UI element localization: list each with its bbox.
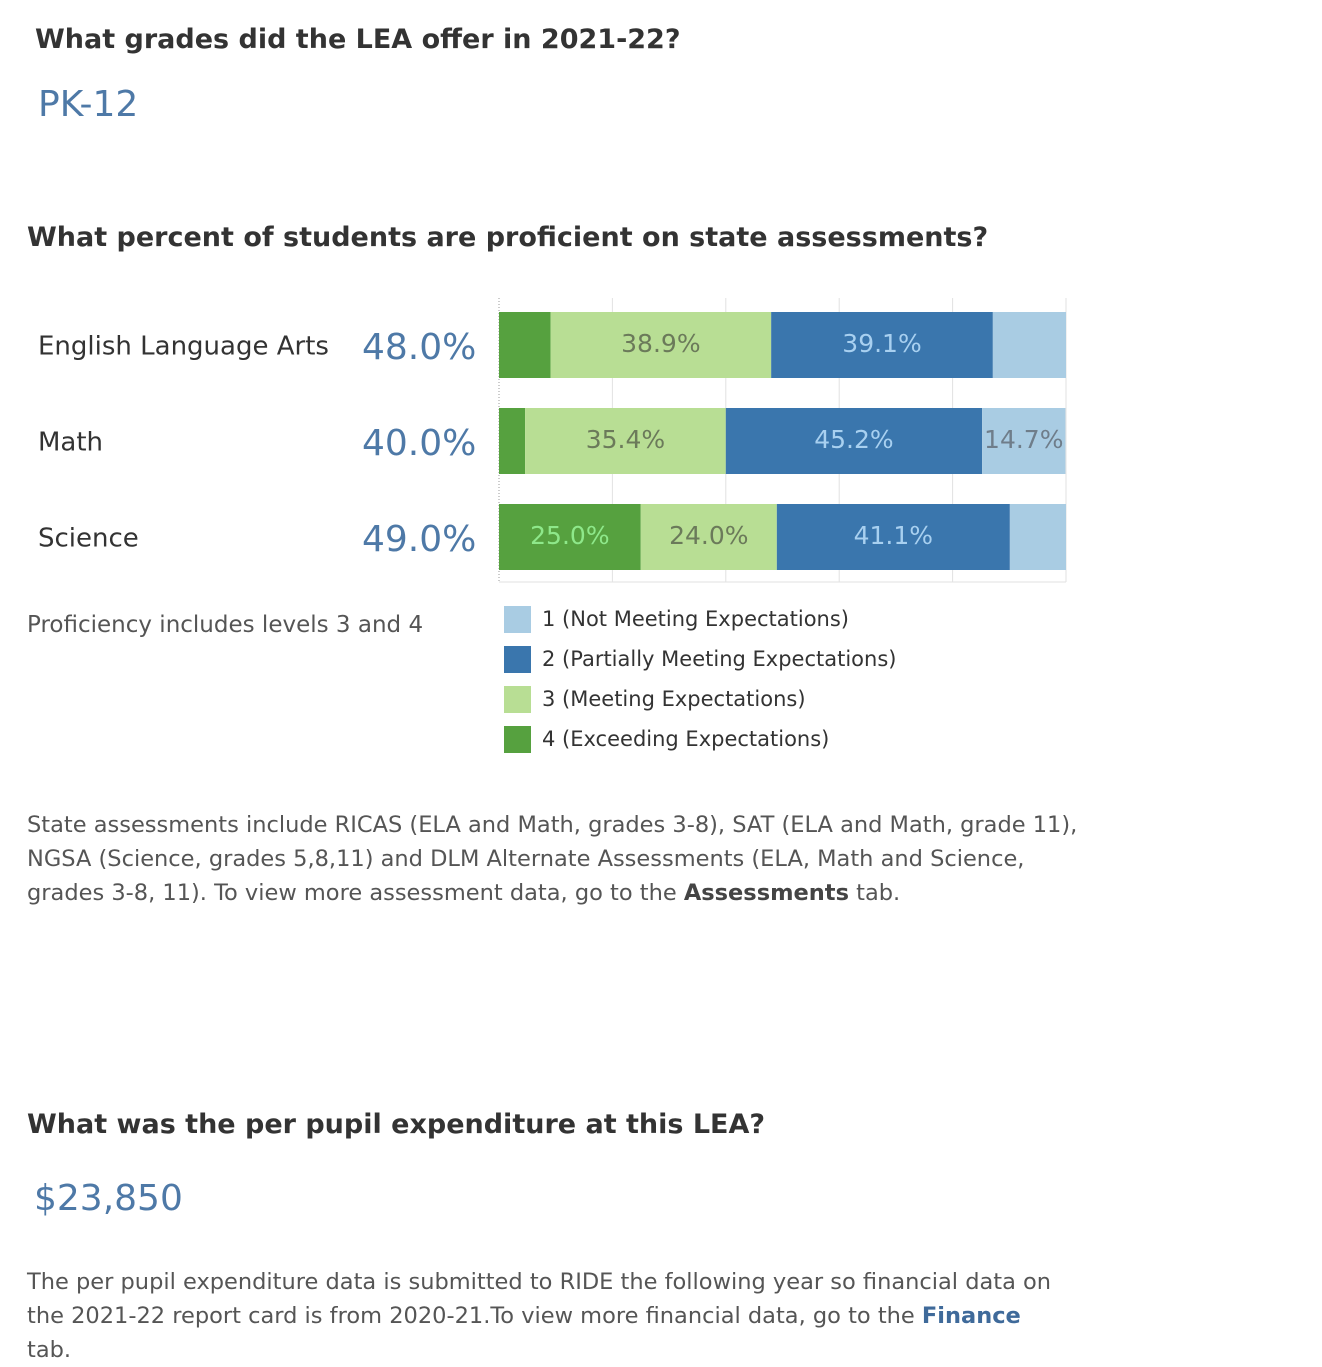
category-label: Science	[38, 524, 139, 554]
legend-swatch	[504, 646, 531, 673]
note-text: State assessments include RICAS (ELA and…	[27, 812, 1078, 906]
bar-segment	[1009, 504, 1066, 570]
legend-swatch	[504, 726, 531, 753]
bar-segment	[982, 408, 1066, 474]
page: What grades did the LEA offer in 2021-22…	[27, 24, 1087, 1363]
legend-label: 4 (Exceeding Expectations)	[542, 727, 829, 751]
assessments-link[interactable]: Assessments	[683, 880, 849, 906]
legend-label: 2 (Partially Meeting Expectations)	[542, 647, 896, 671]
value-label: 24.0%	[669, 521, 748, 550]
value-label: 25.0%	[530, 521, 609, 550]
total-label: 49.0%	[362, 519, 476, 560]
chart: English Language Arts 48.0% 38.9% 39.1% Math…	[38, 298, 1067, 753]
total-label: 40.0%	[362, 423, 476, 464]
note-text: The per pupil expenditure data is submit…	[27, 1269, 1052, 1329]
value-label: 41.1%	[854, 521, 933, 550]
note-text: tab.	[27, 1337, 72, 1363]
legend-swatch	[504, 686, 531, 713]
value-label: 38.9%	[621, 329, 700, 358]
bar-segment	[771, 312, 993, 378]
total-label: 48.0%	[362, 327, 476, 368]
expenditure-question: What was the per pupil expenditure at th…	[27, 1109, 766, 1140]
expenditure-answer: $23,850	[34, 1178, 183, 1219]
bar-segment	[776, 504, 1010, 570]
finance-link[interactable]: Finance	[921, 1303, 1021, 1329]
value-label: 35.4%	[586, 425, 665, 454]
proficiency-question: What percent of students are proficient …	[27, 222, 989, 253]
bar-segment	[640, 504, 777, 570]
bar-segment	[499, 312, 551, 378]
value-label: 39.1%	[842, 329, 921, 358]
legend-label: 3 (Meeting Expectations)	[542, 687, 806, 711]
category-label: Math	[38, 428, 103, 458]
note-text: tab.	[848, 880, 901, 906]
assessment-note: State assessments include RICAS (ELA and…	[27, 808, 1087, 910]
footnote: Proficiency includes levels 3 and 4	[27, 612, 424, 638]
bar-segment	[550, 312, 772, 378]
grades-answer: PK-12	[38, 84, 139, 125]
bar-segment	[992, 312, 1066, 378]
bar-segment	[499, 504, 641, 570]
legend-swatch	[504, 606, 531, 633]
grades-question: What grades did the LEA offer in 2021-22…	[35, 24, 681, 55]
bar-segment	[525, 408, 726, 474]
value-label: 45.2%	[814, 425, 893, 454]
bar-segment	[725, 408, 983, 474]
value-label: 14.7%	[984, 425, 1063, 454]
bar-segment	[499, 408, 526, 474]
legend-label: 1 (Not Meeting Expectations)	[542, 607, 849, 631]
finance-note: The per pupil expenditure data is submit…	[27, 1265, 1067, 1367]
category-label: English Language Arts	[38, 332, 329, 362]
